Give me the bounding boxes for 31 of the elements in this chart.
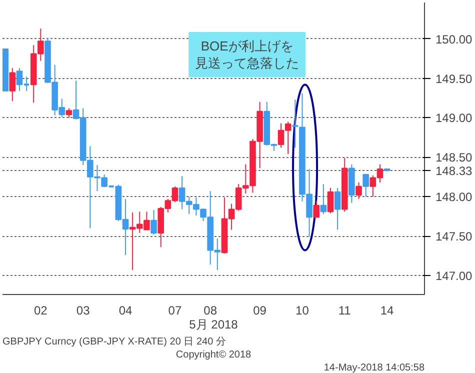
x-tick-label: 08	[204, 304, 218, 318]
annotation: BOEが利上げを見送って急落した	[195, 38, 300, 71]
y-tick-label: 150.00	[436, 32, 473, 46]
x-tick-label: 10	[296, 304, 310, 318]
candlestick	[320, 184, 327, 215]
x-tick-label: 02	[34, 304, 48, 318]
y-tick-label: 149.00	[436, 111, 473, 126]
y-tick-label: 147.00	[436, 269, 473, 284]
y-tick-label: 148.50	[436, 150, 473, 165]
x-tick-label: 14	[380, 304, 394, 318]
y-tick-label: 147.50	[436, 230, 473, 244]
x-tick-label: 09	[253, 304, 267, 318]
text: 14-May-2018 14:05:58	[324, 362, 425, 373]
x-tick-label: 04	[118, 304, 132, 318]
x-tick-label: 11	[338, 304, 352, 318]
candlestick	[313, 200, 320, 218]
candlestick	[66, 108, 72, 118]
candlestick	[150, 210, 157, 236]
candlestick	[334, 187, 341, 230]
candlestick	[9, 68, 16, 102]
candlestick	[327, 187, 334, 214]
candlestick	[362, 174, 369, 198]
x-tick-label: 07	[168, 304, 182, 318]
candlestick	[356, 182, 362, 200]
y-tick-label: 149.50	[436, 72, 473, 86]
y-tick-label: 148.33	[436, 164, 473, 178]
x-axis-title: 5月 2018	[189, 318, 238, 332]
text: Copyright© 2018	[176, 350, 252, 360]
y-tick-label: 148.00	[436, 190, 473, 204]
x-tick-label: 03	[76, 304, 90, 318]
text: GBPJPY Curncy (GBP-JPY X-RATE) 20 日 240 分	[2, 336, 226, 348]
